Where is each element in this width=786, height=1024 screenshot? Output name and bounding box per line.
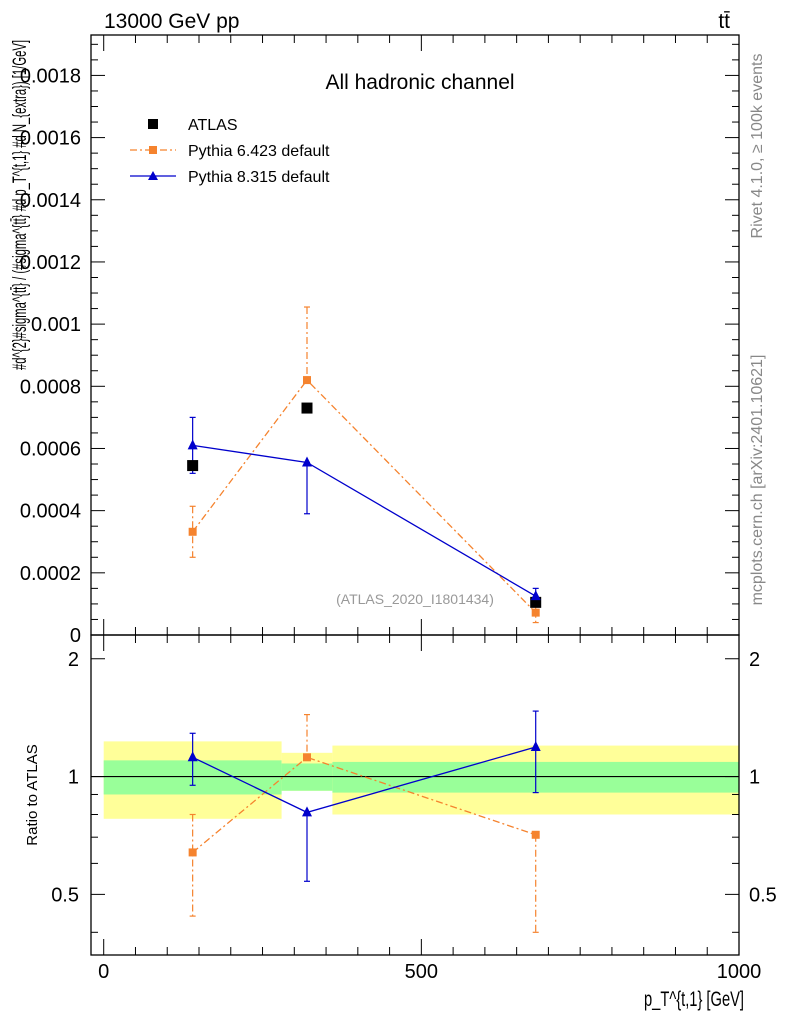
data-point-pythia8 bbox=[302, 456, 312, 467]
legend: ATLAS Pythia 6.423 default Pythia 8.315 … bbox=[130, 117, 330, 186]
series-line-pythia6 bbox=[192, 379, 537, 614]
chart-title: All hadronic channel bbox=[325, 71, 514, 94]
ratio-point-pythia6 bbox=[303, 753, 311, 762]
ratio-y-tick-label-right: 2 bbox=[749, 649, 760, 671]
legend-marker-pythia6 bbox=[149, 146, 157, 154]
ratio-y-tick-label: 2 bbox=[68, 649, 79, 671]
y-tick-label: 0 bbox=[70, 625, 81, 647]
legend-label-atlas: ATLAS bbox=[188, 117, 238, 134]
process-label: tt̄ bbox=[718, 10, 730, 33]
ratio-point-pythia8 bbox=[530, 741, 541, 751]
ratio-panel: 0 500 1000 0.5 0.5 1 1 2 2 Ratio to ATLAS bbox=[24, 634, 777, 983]
ratio-y-tick-label: 1 bbox=[68, 767, 79, 789]
ratio-frame bbox=[90, 634, 740, 956]
ratio-point-pythia8 bbox=[302, 806, 312, 817]
data-point-pythia6 bbox=[531, 608, 540, 617]
data-point-pythia8 bbox=[530, 590, 541, 601]
energy-label: 13000 GeV pp bbox=[104, 10, 239, 33]
ratio-point-pythia8 bbox=[187, 751, 198, 762]
main-panel: 0 0.0002 0.0004 0.0006 0.0008 0.001 0.0012 0.00… bbox=[10, 34, 740, 647]
data-point-pythia8 bbox=[187, 439, 198, 450]
data-point-pythia6 bbox=[188, 527, 197, 536]
rivet-version-label: Rivet 4.1.0, ≥ 100k events bbox=[749, 54, 766, 239]
ratio-point-pythia6 bbox=[188, 848, 197, 857]
x-tick-label: 1000 bbox=[717, 961, 762, 983]
y-tick-label: 0.0014 bbox=[20, 190, 81, 212]
y-tick-label: 0.0018 bbox=[20, 65, 81, 87]
y-tick-label: 0.0012 bbox=[20, 252, 81, 274]
ratio-y-tick-label-right: 0.5 bbox=[749, 884, 777, 906]
y-tick-label: 0.0006 bbox=[20, 438, 81, 460]
x-tick-label: 500 bbox=[405, 961, 438, 983]
ratio-point-pythia6 bbox=[531, 830, 540, 839]
legend-label-pythia6: Pythia 6.423 default bbox=[188, 143, 330, 160]
ratio-y-tick-label: 0.5 bbox=[51, 884, 79, 906]
data-point-atlas bbox=[187, 460, 199, 472]
y-tick-label: 0.0016 bbox=[20, 128, 81, 150]
y-tick-label: 0.0004 bbox=[20, 501, 81, 523]
y-tick-label: 0.001 bbox=[31, 314, 81, 336]
mcplots-label: mcplots.cern.ch [arXiv:2401.10621] bbox=[749, 355, 766, 606]
analysis-label: (ATLAS_2020_I1801434) bbox=[336, 591, 494, 607]
y-tick-label: 0.0008 bbox=[20, 376, 81, 398]
series-line-pythia8 bbox=[192, 444, 537, 597]
legend-marker-atlas bbox=[148, 119, 158, 129]
ratio-line-pythia6 bbox=[192, 756, 536, 853]
legend-marker-pythia8 bbox=[148, 171, 158, 180]
y-axis-label: #d^{2}#sigma^{tt̄} / (#sigma^{tt̄} #d p_… bbox=[10, 40, 31, 370]
y-tick-label: 0.0002 bbox=[20, 563, 81, 585]
data-point-atlas bbox=[301, 402, 313, 414]
ratio-y-axis-label: Ratio to ATLAS bbox=[24, 744, 41, 845]
x-tick-label: 0 bbox=[98, 961, 109, 983]
data-point-atlas bbox=[530, 596, 542, 608]
data-point-pythia6 bbox=[303, 376, 311, 385]
legend-label-pythia8: Pythia 8.315 default bbox=[188, 169, 330, 186]
ratio-y-tick-label-right: 1 bbox=[749, 767, 760, 789]
x-axis-label: p_T^{t,1} [GeV] bbox=[644, 988, 744, 1011]
